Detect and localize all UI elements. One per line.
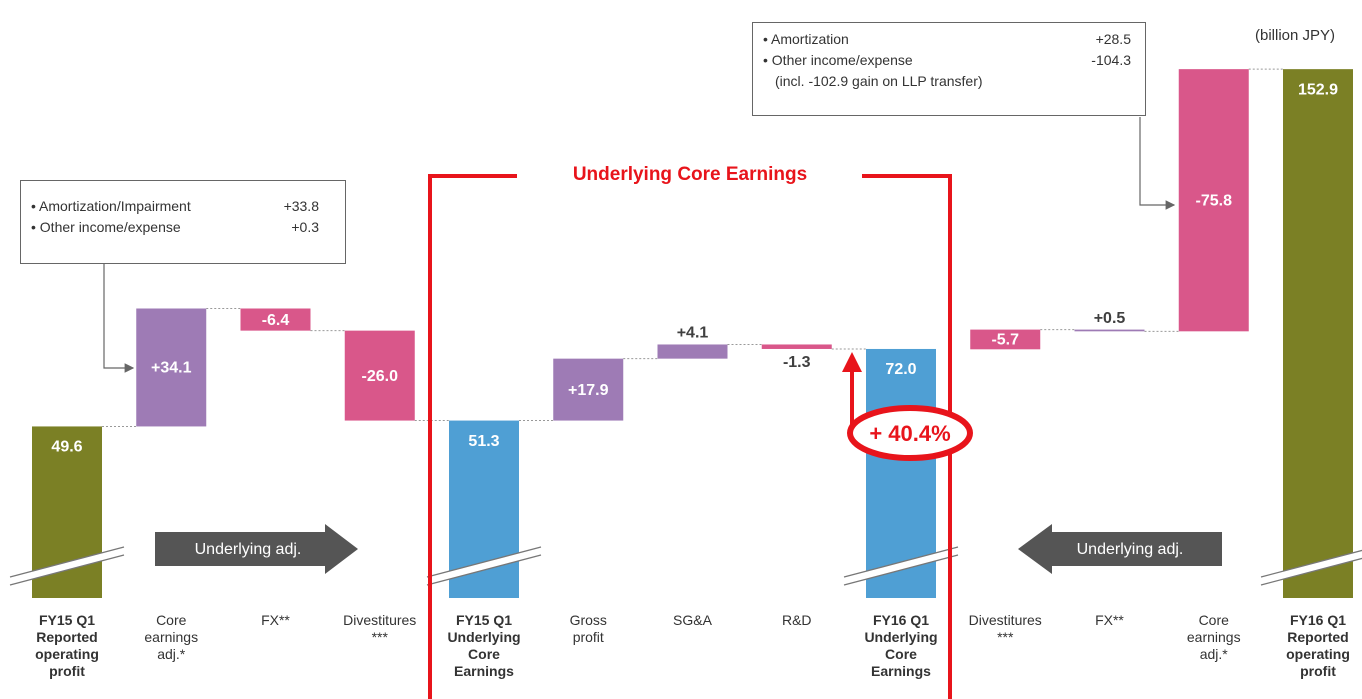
- bar: [761, 344, 832, 349]
- highlight-label: Underlying Core Earnings: [573, 164, 807, 185]
- value-label: 49.6: [51, 439, 82, 456]
- value-label: -5.7: [991, 332, 1019, 349]
- x-tick-label: Divestitures ***: [343, 612, 417, 645]
- x-tick-label: R&D: [781, 612, 812, 628]
- value-label: -6.4: [262, 312, 290, 329]
- axis-break: [9, 554, 125, 586]
- unit-label: (billion JPY): [1255, 27, 1335, 44]
- adjust-arrow: [1018, 524, 1222, 574]
- axis-break: [1260, 549, 1362, 578]
- axis-break: [1261, 550, 1362, 585]
- note-value: -104.3: [1091, 52, 1131, 68]
- x-tick-label: Core earnings adj.*: [144, 612, 199, 662]
- note-box: • Amortization +28.5 • Other income/expen…: [752, 22, 1146, 116]
- bar: [553, 358, 624, 421]
- x-tick-label: Divestitures ***: [968, 612, 1042, 645]
- leader-line: [103, 264, 135, 373]
- bar: [1283, 69, 1353, 599]
- x-tick-label: Gross profit: [569, 612, 607, 645]
- x-tick-label: FY15 Q1 Reported operating profit: [35, 612, 99, 679]
- axis-break: [1260, 557, 1362, 586]
- axis-break: [10, 547, 124, 585]
- value-label: 152.9: [1298, 81, 1338, 98]
- axis-break: [9, 546, 125, 578]
- value-label: +4.1: [677, 325, 709, 342]
- bar: [1074, 329, 1145, 332]
- note-detail: (incl. -102.9 gain on LLP transfer): [775, 73, 983, 89]
- x-tick-label: FY16 Q1 Reported operating profit: [1286, 612, 1350, 679]
- value-label: +34.1: [151, 360, 192, 377]
- value-label: +0.5: [1094, 310, 1126, 327]
- value-label: 51.3: [468, 433, 499, 450]
- axis-break: [843, 554, 959, 586]
- x-tick-label: FX**: [261, 612, 290, 628]
- leader-line: [1139, 117, 1176, 210]
- x-tick-label: FX**: [1095, 612, 1124, 628]
- note-value: +33.8: [283, 198, 319, 214]
- adjust-arrow: [155, 524, 358, 574]
- growth-ellipse: [847, 405, 973, 461]
- value-label: -1.3: [783, 354, 811, 371]
- bar: [344, 330, 415, 421]
- x-tick-label: Core earnings adj.*: [1186, 612, 1241, 662]
- axis-break: [426, 546, 542, 578]
- adjust-label: Underlying adj.: [195, 541, 302, 558]
- note-label: • Amortization/Impairment: [31, 198, 191, 214]
- note-label: • Other income/expense: [763, 52, 913, 68]
- axis-break: [426, 554, 542, 586]
- adjust-label: Underlying adj.: [1077, 541, 1184, 558]
- highlight-bracket: [428, 174, 517, 699]
- bar: [136, 308, 207, 427]
- bar: [970, 329, 1041, 350]
- note-value: +0.3: [291, 219, 319, 235]
- value-label: -26.0: [362, 368, 399, 385]
- bar: [240, 308, 311, 331]
- x-tick-label: FY15 Q1 Underlying Core Earnings: [447, 612, 521, 679]
- value-label: +17.9: [568, 382, 609, 399]
- note-box: • Amortization/Impairment +33.8 • Other i…: [20, 180, 346, 264]
- bar: [1178, 69, 1249, 332]
- note-value: +28.5: [1095, 31, 1131, 47]
- value-label: -75.8: [1196, 192, 1233, 209]
- bar: [657, 344, 728, 359]
- note-label: • Other income/expense: [31, 219, 181, 235]
- value-label: 72.0: [885, 361, 916, 378]
- x-tick-label: FY16 Q1 Underlying Core Earnings: [864, 612, 938, 679]
- highlight-bracket: [862, 174, 952, 699]
- axis-break: [844, 547, 958, 585]
- growth-label: + 40.4%: [869, 421, 950, 446]
- note-label: • Amortization: [763, 31, 849, 47]
- axis-break: [427, 547, 541, 585]
- x-tick-label: SG&A: [673, 612, 712, 628]
- axis-break: [843, 546, 959, 578]
